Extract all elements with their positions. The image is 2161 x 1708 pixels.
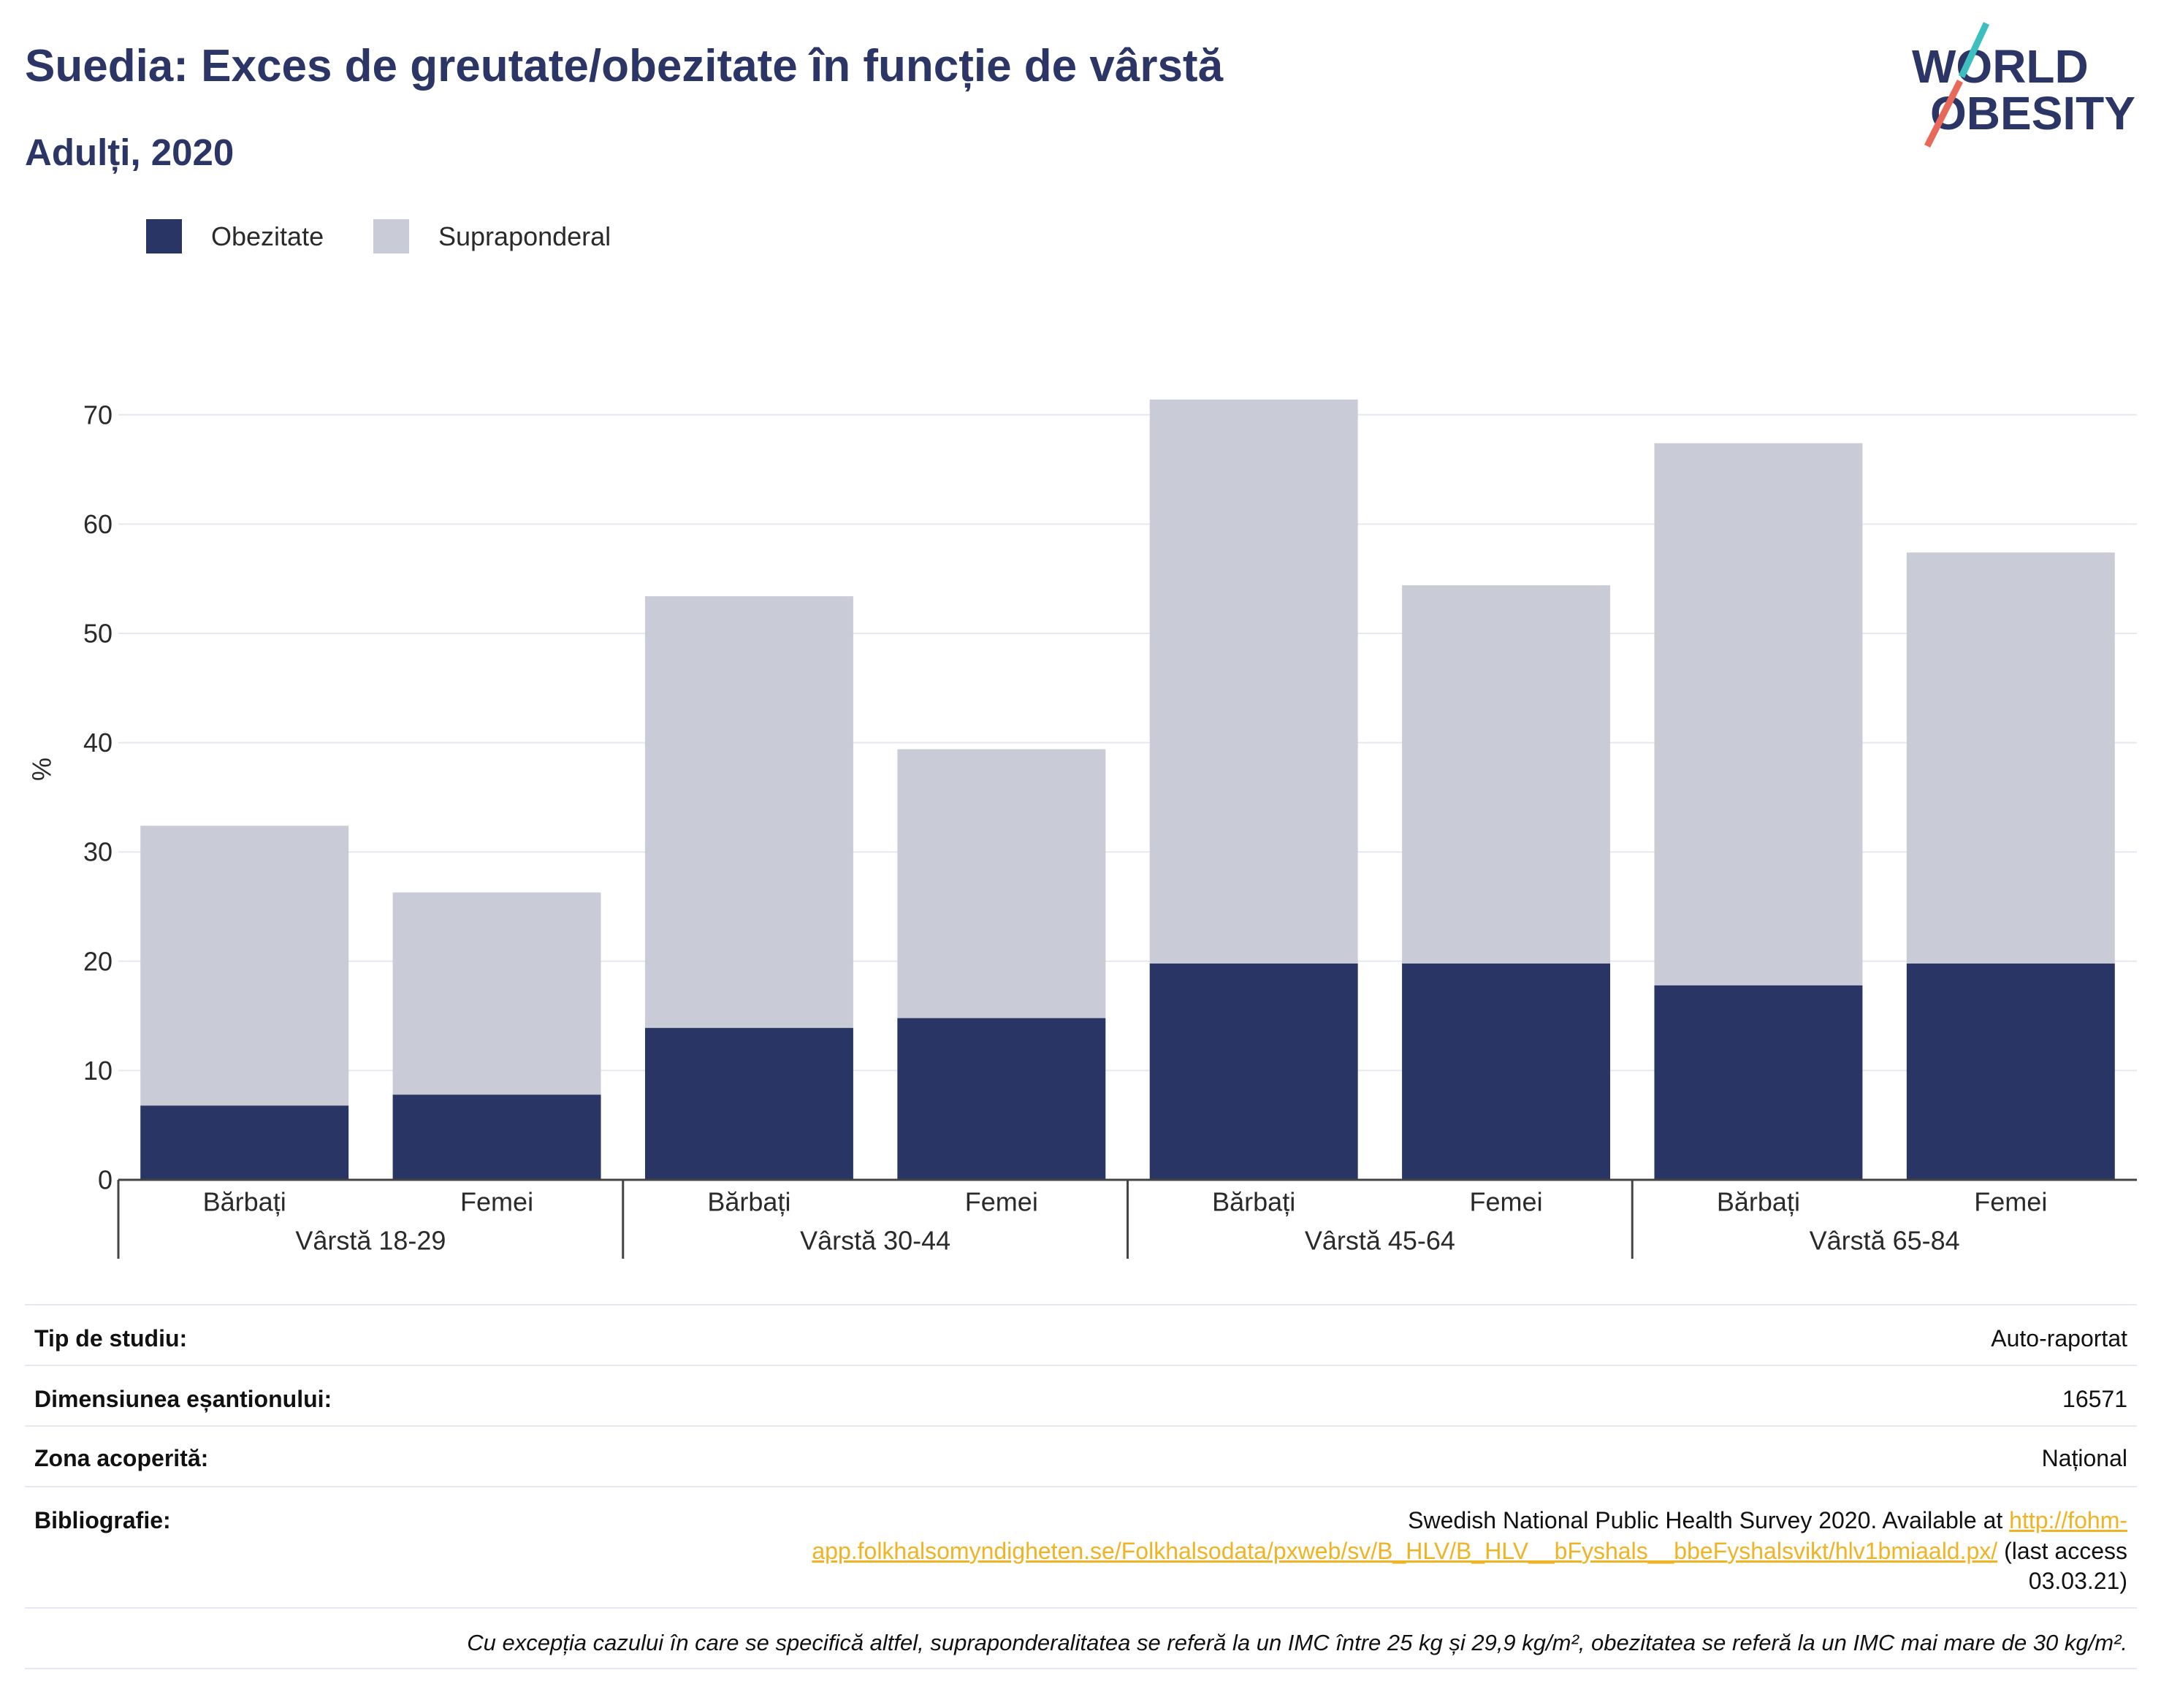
bar-supraponderal-varsta-45-64-barbati <box>1149 399 1358 964</box>
bar-obezitate-varsta-65-84-barbati <box>1654 985 1863 1180</box>
logo-teal-slash <box>1958 22 1990 78</box>
logo-text-line2: OBESITY <box>1930 87 2135 140</box>
y-tick-label: 70 <box>83 400 113 430</box>
bar-obezitate-varsta-30-44-barbati <box>644 1028 853 1180</box>
bar-supraponderal-varsta-30-44-barbati <box>644 596 853 1029</box>
y-tick-label: 40 <box>83 728 113 758</box>
bars <box>140 399 2115 1180</box>
study-type-label: Tip de studiu: <box>34 1325 188 1351</box>
bar-obezitate-varsta-30-44-femei <box>897 1018 1106 1180</box>
sample-size-value: 16571 <box>2062 1386 2127 1412</box>
legend-swatch-obezitate <box>146 219 182 253</box>
coverage-value: Național <box>2041 1445 2127 1471</box>
coverage-label: Zona acoperită: <box>34 1445 209 1471</box>
logo-salmon-slash <box>1924 79 1964 148</box>
y-tick-label: 0 <box>98 1165 113 1195</box>
y-axis-title: % <box>27 758 57 781</box>
bar-supraponderal-varsta-65-84-barbati <box>1654 443 1863 985</box>
x-category-label: Femei <box>1974 1187 2047 1217</box>
bibliography-text: Swedish National Public Health Survey 20… <box>1408 1507 2010 1533</box>
logo-text-line1: WORLD <box>1912 40 2089 93</box>
x-category-label: Femei <box>1470 1187 1543 1217</box>
table-divider <box>25 1304 2137 1305</box>
legend-swatch-supraponderal <box>373 219 409 253</box>
axes <box>117 1178 2137 1259</box>
y-tick-label: 50 <box>83 619 113 649</box>
y-tick-label: 10 <box>83 1056 113 1086</box>
legend-label-obezitate: Obezitate <box>211 221 324 251</box>
legend-item-supraponderal[interactable]: Supraponderal <box>373 219 611 253</box>
legend-label-supraponderal: Supraponderal <box>438 221 611 251</box>
bar-supraponderal-varsta-30-44-femei <box>897 749 1106 1018</box>
table-divider <box>25 1607 2137 1609</box>
x-group-label: Vârstă 45-64 <box>1305 1226 1455 1256</box>
table-divider <box>25 1425 2137 1427</box>
bar-obezitate-varsta-45-64-barbati <box>1149 963 1358 1180</box>
stacked-bar-chart: % 0 10 20 30 40 50 60 70 Bărbați Femei Vârstă 18-2… <box>27 399 2137 1259</box>
bar-supraponderal-varsta-65-84-femei <box>1906 552 2115 964</box>
x-category-label: Bărbați <box>1212 1187 1295 1217</box>
bar-obezitate-varsta-65-84-femei <box>1906 963 2115 1180</box>
chart-title: Suedia: Exces de greutate/obezitate în f… <box>25 41 1224 91</box>
x-category-label: Bărbați <box>203 1187 286 1217</box>
bibliography-label: Bibliografie: <box>34 1507 171 1533</box>
x-category-label: Femei <box>965 1187 1038 1217</box>
y-tick-label: 20 <box>83 946 113 976</box>
x-group-label: Vârstă 18-29 <box>295 1226 446 1256</box>
y-tick-label: 60 <box>83 509 113 539</box>
x-category-label: Bărbați <box>1717 1187 1800 1217</box>
x-group-label: Vârstă 30-44 <box>800 1226 950 1256</box>
axis-labels: % 0 10 20 30 40 50 60 70 Bărbați Femei Vârstă 18-2… <box>27 400 2048 1255</box>
bar-supraponderal-varsta-18-29-femei <box>392 892 601 1095</box>
table-divider <box>25 1365 2137 1366</box>
legend-item-obezitate[interactable]: Obezitate <box>146 219 324 253</box>
table-divider <box>25 1668 2137 1669</box>
bibliography-link[interactable]: http://fohm-app.folkhalsomyndigheten.se/… <box>812 1507 2127 1564</box>
sample-size-label: Dimensiunea eșantionului: <box>34 1386 332 1412</box>
bar-supraponderal-varsta-18-29-barbati <box>140 826 349 1106</box>
bar-supraponderal-varsta-45-64-femei <box>1402 585 1611 964</box>
bibliography-value: Swedish National Public Health Survey 20… <box>754 1506 2127 1597</box>
study-type-value: Auto-raportat <box>1991 1325 2127 1351</box>
x-category-label: Bărbați <box>707 1187 790 1217</box>
x-group-label: Vârstă 65-84 <box>1810 1226 1960 1256</box>
chart-subtitle: Adulți, 2020 <box>25 131 235 173</box>
world-obesity-logo: WORLD OBESITY <box>1912 22 2135 148</box>
bibliography-suffix: (last access 03.03.21) <box>1997 1537 2127 1595</box>
bar-obezitate-varsta-18-29-femei <box>392 1094 601 1180</box>
definition-note: Cu excepția cazului în care se specifică… <box>467 1630 2127 1655</box>
bar-obezitate-varsta-45-64-femei <box>1402 963 1611 1180</box>
bar-obezitate-varsta-18-29-barbati <box>140 1105 349 1180</box>
x-category-label: Femei <box>460 1187 533 1217</box>
y-tick-label: 30 <box>83 837 113 867</box>
table-divider <box>25 1486 2137 1487</box>
